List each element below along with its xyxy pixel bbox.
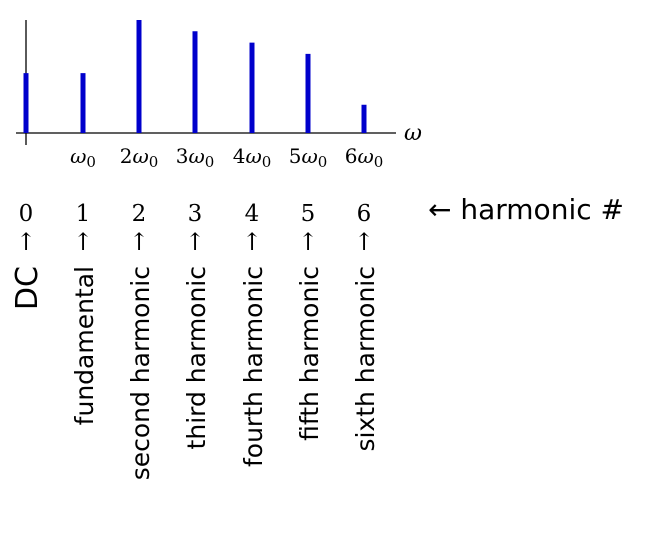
harmonic-name-second: second harmonic <box>126 266 155 480</box>
up-arrow-3: ↑ <box>185 228 205 256</box>
freq-label-1: ω0 <box>70 144 96 171</box>
harmonic-name-sixth: sixth harmonic <box>351 266 380 452</box>
harmonic-number-1: 1 <box>76 201 91 227</box>
spectral-lines <box>23 20 367 133</box>
harmonic-name-fourth: fourth harmonic <box>239 266 268 467</box>
harmonic-number-6: 6 <box>357 201 372 227</box>
freq-label-3: 3ω0 <box>176 144 215 171</box>
harmonic-number-4: 4 <box>245 201 260 227</box>
freq-label-4: 4ω0 <box>233 144 272 171</box>
harmonic-name-dc: DC <box>10 266 45 310</box>
up-arrow-2: ↑ <box>129 228 149 256</box>
freq-label-5: 5ω0 <box>289 144 328 171</box>
frequency-axis-label: ω <box>404 121 422 146</box>
harmonic-numbers: 0 1 2 3 4 5 6 <box>19 201 372 227</box>
up-arrow-1: ↑ <box>73 228 93 256</box>
harmonic-number-label: ← harmonic # <box>428 193 624 226</box>
harmonic-number-0: 0 <box>19 201 34 227</box>
harmonic-number-2: 2 <box>132 201 147 227</box>
up-arrow-4: ↑ <box>242 228 262 256</box>
harmonic-name-third: third harmonic <box>182 266 211 449</box>
harmonic-number-5: 5 <box>301 201 316 227</box>
freq-label-6: 6ω0 <box>345 144 384 171</box>
harmonic-number-3: 3 <box>188 201 203 227</box>
freq-label-2: 2ω0 <box>120 144 159 171</box>
up-arrow-5: ↑ <box>298 228 318 256</box>
frequency-tick-labels: ω0 2ω0 3ω0 4ω0 5ω0 6ω0 <box>70 144 383 171</box>
harmonic-name-fundamental: fundamental <box>70 266 99 425</box>
harmonic-name-fifth: fifth harmonic <box>295 266 324 441</box>
up-arrows: ↑ ↑ ↑ ↑ ↑ ↑ ↑ <box>16 228 374 256</box>
up-arrow-0: ↑ <box>16 228 36 256</box>
up-arrow-6: ↑ <box>354 228 374 256</box>
harmonic-names: DC fundamental second harmonic third har… <box>10 266 380 480</box>
